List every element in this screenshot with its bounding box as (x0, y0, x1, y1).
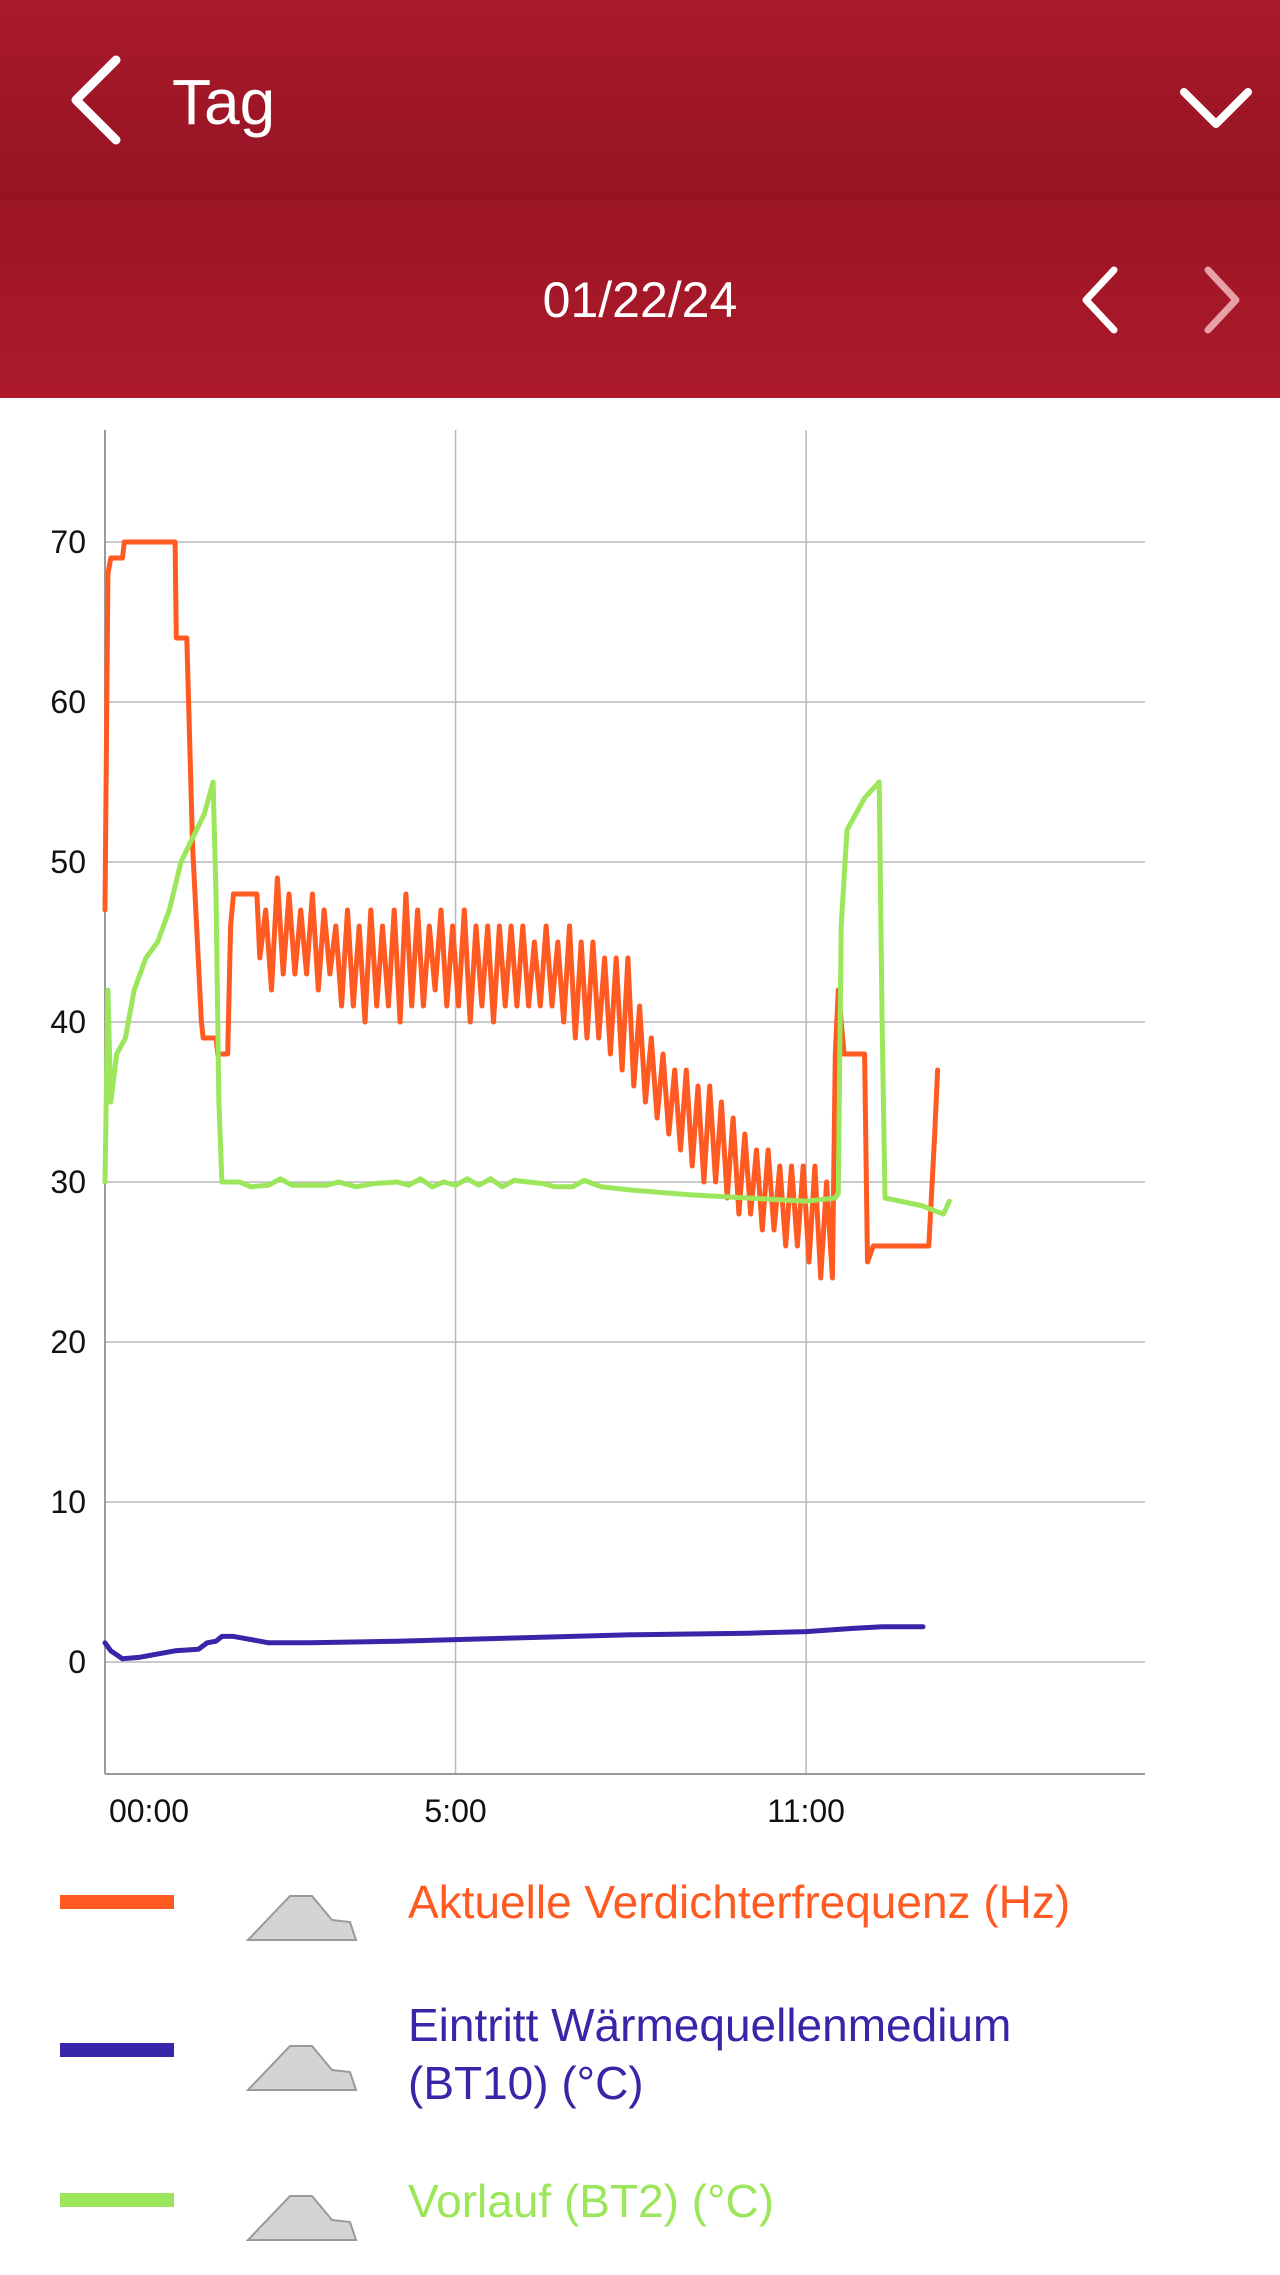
date-navigation-bar (0, 200, 1280, 398)
app-header: Tag (0, 0, 1280, 200)
series-line-frequency (102, 539, 941, 1281)
line-chart: 0 10 20 30 40 50 60 70 00:00 5:00 11:00 (50, 430, 1145, 1829)
chevron-left-icon (1082, 266, 1118, 334)
area-chart-icon (245, 2045, 358, 2091)
legend-swatch-frequency (60, 1895, 174, 1909)
chart-legend: Aktuelle Verdichterfrequenz (Hz) Eintrit… (0, 1860, 1280, 2275)
chevron-right-icon (1204, 266, 1240, 334)
y-tick-label: 60 (50, 684, 86, 720)
x-axis-tick-labels: 00:00 5:00 11:00 (109, 1793, 845, 1829)
y-gridlines (105, 541, 1145, 1663)
chart-series (102, 539, 952, 1662)
series-line-source-medium (102, 1624, 926, 1662)
previous-day-button[interactable] (1076, 262, 1126, 338)
back-button[interactable] (62, 52, 132, 148)
area-chart-toggle-button[interactable] (245, 2040, 358, 2092)
area-chart-icon (245, 1895, 358, 1941)
view-dropdown-button[interactable] (1176, 78, 1256, 138)
x-tick-label: 00:00 (109, 1793, 189, 1829)
x-tick-label: 5:00 (424, 1793, 486, 1829)
legend-label-supply: Vorlauf (BT2) (°C) (408, 2175, 775, 2227)
chart-axes (104, 430, 1145, 1775)
legend-label-source-medium: Eintritt Wärmequellenmedium (BT10) (°C) (408, 1996, 1268, 2112)
current-date: 01/22/24 (542, 272, 738, 328)
legend-label-frequency: Aktuelle Verdichterfrequenz (Hz) (408, 1876, 1071, 1928)
page-title: Tag (172, 66, 276, 138)
next-day-button[interactable] (1196, 262, 1246, 338)
legend-swatch-supply (60, 2193, 174, 2207)
y-tick-label: 40 (50, 1004, 86, 1040)
y-axis-tick-labels: 0 10 20 30 40 50 60 70 (50, 524, 86, 1680)
legend-swatch-source-medium (60, 2043, 174, 2057)
x-gridlines (454, 430, 807, 1774)
chevron-left-icon (71, 55, 121, 145)
y-tick-label: 20 (50, 1324, 86, 1360)
x-tick-label: 11:00 (767, 1793, 845, 1829)
legend-label-line-1: Eintritt Wärmequellenmedium (408, 1999, 1012, 2051)
area-chart-toggle-button[interactable] (245, 1890, 358, 1942)
area-chart-toggle-button[interactable] (245, 2190, 358, 2242)
y-tick-label: 10 (50, 1484, 86, 1520)
area-chart-icon (245, 2195, 358, 2241)
y-tick-label: 50 (50, 844, 86, 880)
y-tick-label: 70 (50, 524, 86, 560)
chevron-down-icon (1180, 88, 1252, 128)
y-tick-label: 0 (68, 1644, 86, 1680)
series-line-supply (102, 779, 952, 1217)
legend-label-line-2: (BT10) (°C) (408, 2057, 644, 2109)
y-tick-label: 30 (50, 1164, 86, 1200)
